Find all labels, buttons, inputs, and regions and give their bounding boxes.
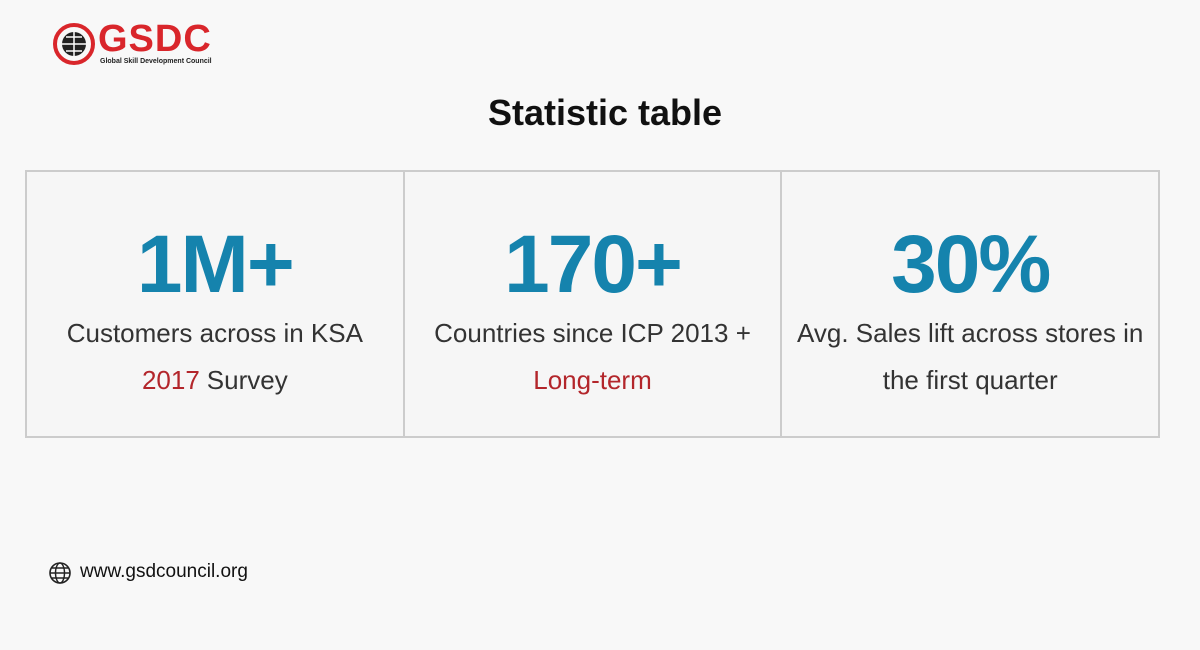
stat-cell: 30% Avg. Sales lift across stores in the f…	[782, 172, 1158, 436]
stat-caption-line: Avg. Sales lift across stores in	[782, 310, 1158, 357]
caption-text: Survey	[206, 365, 288, 395]
stat-caption-line: Customers across in KSA	[27, 310, 403, 357]
logo-tagline: Global Skill Development Council	[100, 58, 212, 65]
stat-cell: 170+ Countries since ICP 2013 + Long-term	[405, 172, 783, 436]
caption-text: the first quarter	[882, 365, 1058, 395]
title: Statistic table	[487, 92, 723, 133]
stat-caption-line: Long-term	[405, 357, 781, 404]
caption-text: 2017	[141, 365, 200, 395]
stat-caption-line: the first quarter	[782, 357, 1158, 404]
stat-value: 1M+	[136, 219, 295, 310]
stat-caption-line: Countries since ICP 2013 +	[405, 310, 781, 357]
caption-text: Countries since ICP 2013 +	[434, 318, 751, 348]
logo-name: GSDC	[98, 18, 212, 60]
website-url[interactable]: www.gsdcouncil.org	[80, 561, 248, 582]
stat-caption-line: 2017 Survey	[27, 357, 403, 404]
logo-icon	[53, 23, 95, 65]
globe-icon	[49, 562, 71, 584]
caption-text: Avg. Sales lift across stores in	[797, 318, 1144, 348]
caption-text: Customers across in KSA	[66, 318, 363, 348]
stat-value: 170+	[504, 219, 683, 310]
stat-cell: 1M+ Customers across in KSA 2017 Survey	[27, 172, 405, 436]
stat-value: 30%	[891, 219, 1051, 310]
caption-text: Long-term	[533, 365, 652, 395]
stat-table: 1M+ Customers across in KSA 2017 Survey 170+…	[25, 170, 1160, 438]
